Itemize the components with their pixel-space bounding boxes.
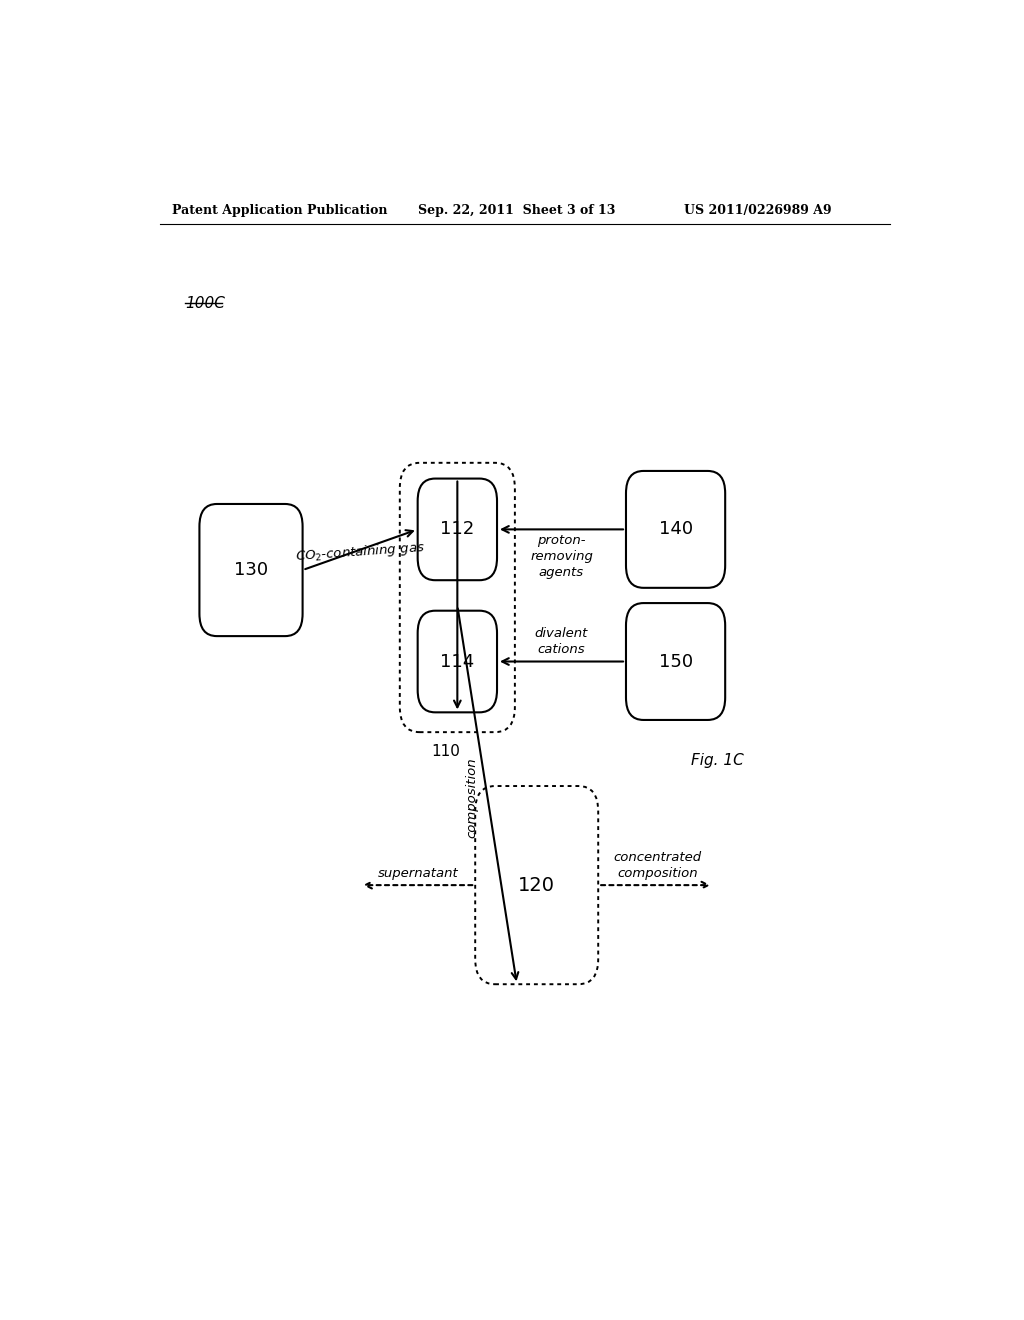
FancyBboxPatch shape <box>626 603 725 719</box>
Text: composition: composition <box>465 758 478 838</box>
FancyBboxPatch shape <box>418 611 497 713</box>
Text: Fig. 1C: Fig. 1C <box>691 752 744 768</box>
Text: proton-
removing
agents: proton- removing agents <box>530 535 593 579</box>
FancyBboxPatch shape <box>626 471 725 587</box>
FancyBboxPatch shape <box>418 479 497 581</box>
FancyBboxPatch shape <box>399 463 515 733</box>
Text: supernatant: supernatant <box>378 867 459 880</box>
Text: 110: 110 <box>431 744 460 759</box>
Text: divalent
cations: divalent cations <box>535 627 588 656</box>
Text: 120: 120 <box>518 875 555 895</box>
Text: 150: 150 <box>658 652 692 671</box>
Text: Sep. 22, 2011  Sheet 3 of 13: Sep. 22, 2011 Sheet 3 of 13 <box>418 205 615 216</box>
Text: $CO_2$-containing gas: $CO_2$-containing gas <box>295 539 425 565</box>
Text: 114: 114 <box>440 652 474 671</box>
Text: US 2011/0226989 A9: US 2011/0226989 A9 <box>684 205 831 216</box>
Text: Patent Application Publication: Patent Application Publication <box>172 205 387 216</box>
Text: 112: 112 <box>440 520 474 539</box>
FancyBboxPatch shape <box>475 785 598 985</box>
FancyBboxPatch shape <box>200 504 303 636</box>
Text: concentrated
composition: concentrated composition <box>613 851 701 880</box>
Text: 100C: 100C <box>185 296 225 310</box>
Text: 140: 140 <box>658 520 692 539</box>
Text: 130: 130 <box>233 561 268 579</box>
